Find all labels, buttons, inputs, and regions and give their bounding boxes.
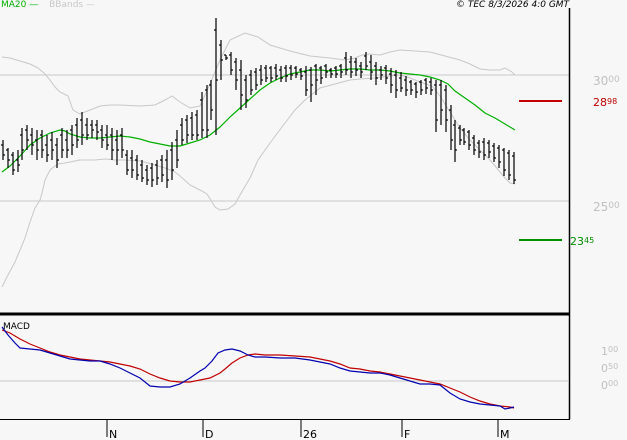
bbands-upper-line xyxy=(1,32,516,115)
macd-y-tick-050: 050 xyxy=(601,362,618,375)
resistance-label: 2898 xyxy=(593,96,617,109)
macd-line xyxy=(1,326,515,410)
macd-title: MACD xyxy=(3,322,30,332)
macd-signal-line xyxy=(1,329,515,409)
x-axis: N D 26 F M xyxy=(106,420,510,440)
x-tick-label: 26 xyxy=(303,428,317,440)
x-tick-label: D xyxy=(205,428,213,440)
y-tick-2500: 2500 xyxy=(593,200,620,214)
macd-y-tick-0: 000 xyxy=(601,379,618,392)
macd-y-tick-1: 100 xyxy=(601,345,618,358)
y-tick-3000: 3000 xyxy=(593,74,620,88)
support-label: 2345 xyxy=(570,235,594,248)
price-bars xyxy=(1,18,516,188)
ma20-line xyxy=(1,68,516,173)
copyright-timestamp: © TEC 8/3/2026 4:0 GMT xyxy=(456,0,570,10)
x-tick-label: M xyxy=(500,428,510,440)
x-tick-label: N xyxy=(109,428,117,440)
legend-bbands: BBands — xyxy=(49,0,95,10)
legend: MA20 — BBands — xyxy=(1,0,95,11)
x-tick-label: F xyxy=(404,428,410,440)
legend-ma20: MA20 — xyxy=(1,0,39,10)
bbands-lower-line xyxy=(1,74,516,288)
